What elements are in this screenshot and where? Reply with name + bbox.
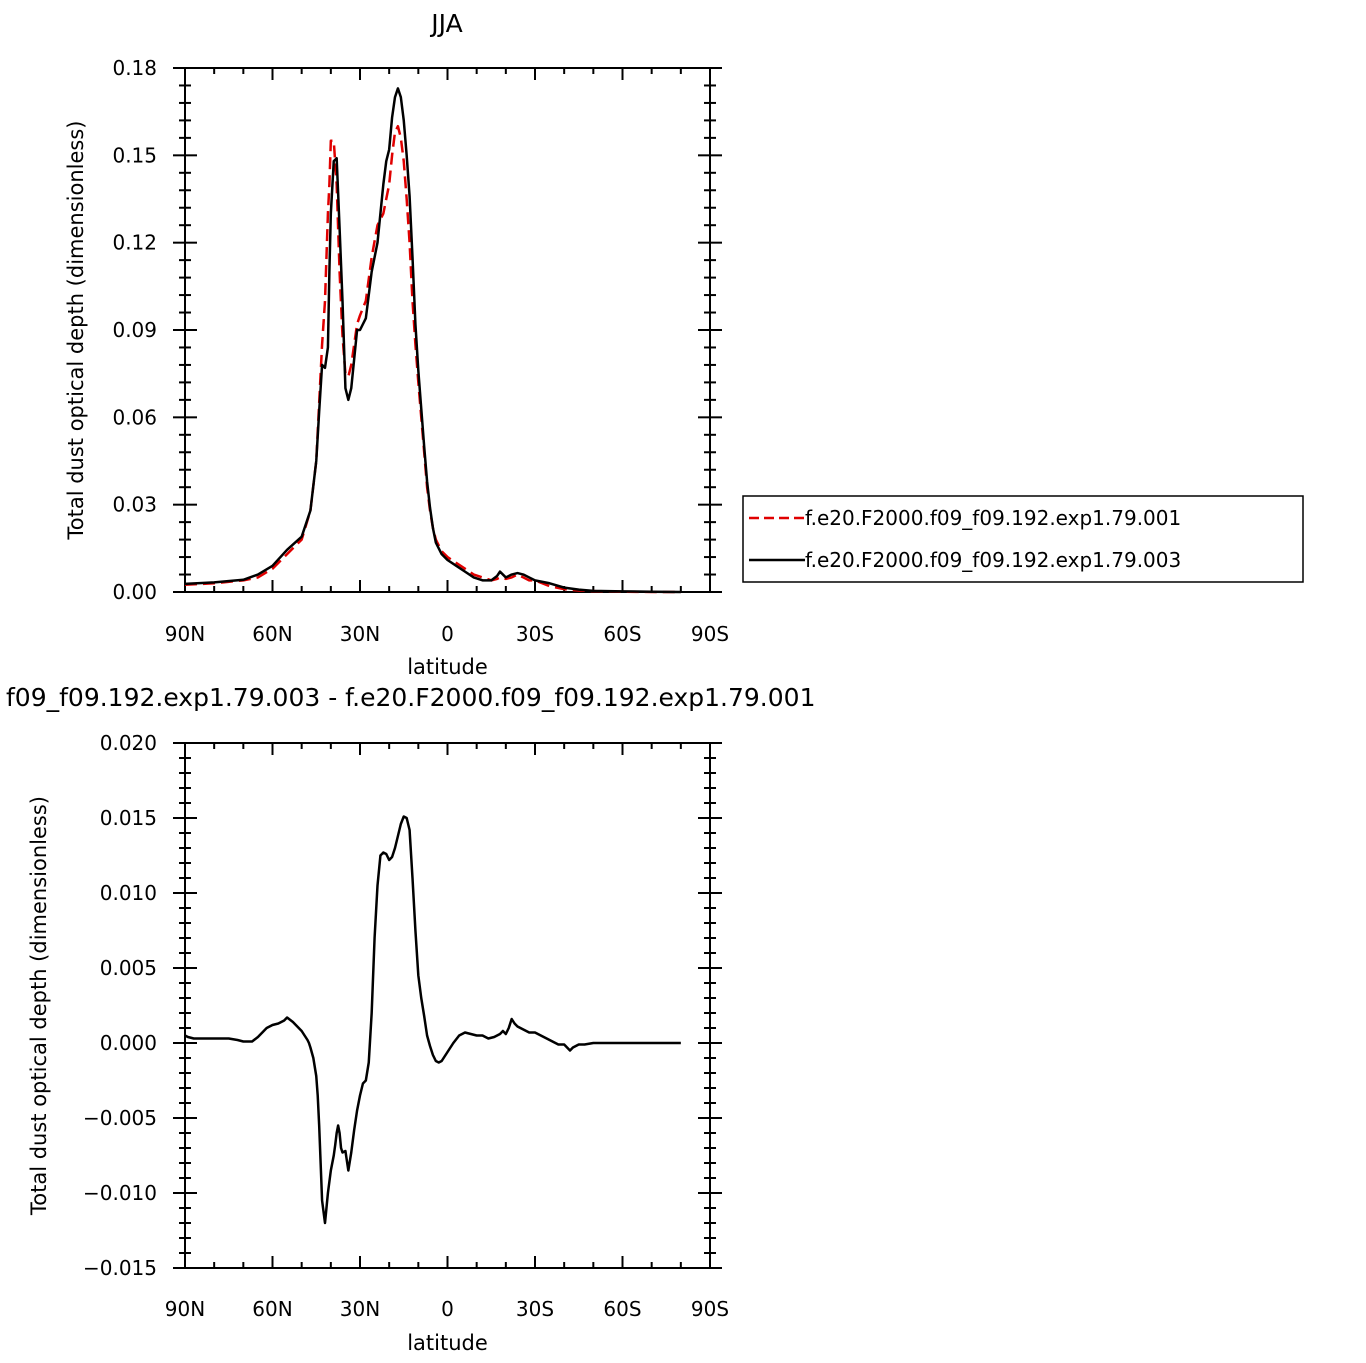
legend-label-1: f.e20.F2000.f09_f09.192.exp1.79.001 (805, 506, 1181, 530)
legend: f.e20.F2000.f09_f09.192.exp1.79.001 f.e20… (742, 495, 1304, 583)
y-tick-label: −0.005 (83, 1106, 157, 1130)
series-line-1 (184, 124, 681, 594)
x-tick-label: 90S (691, 1297, 729, 1321)
x-tick-label: 90N (165, 1297, 205, 1321)
chart-title: JJA (429, 9, 462, 38)
y-axis-label: Total dust optical depth (dimensionless) (64, 121, 88, 541)
x-tick-label: 0 (441, 1297, 454, 1321)
series-line-2 (184, 87, 681, 594)
y-tick-label: 0.15 (112, 143, 157, 167)
y-axis-label: Total dust optical depth (dimensionless) (27, 796, 51, 1216)
y-tick-label: −0.010 (83, 1181, 157, 1205)
legend-box (742, 495, 1304, 583)
x-tick-label: 30N (340, 1297, 380, 1321)
x-tick-label: 30S (516, 622, 554, 646)
y-tick-label: 0.005 (100, 956, 157, 980)
y-tick-label: 0.015 (100, 806, 157, 830)
x-tick-label: 60S (603, 622, 641, 646)
x-tick-label: 30S (516, 1297, 554, 1321)
legend-label-2: f.e20.F2000.f09_f09.192.exp1.79.003 (805, 548, 1181, 572)
y-tick-label: 0.18 (112, 56, 157, 80)
y-tick-label: 0.000 (100, 1031, 157, 1055)
x-axis-label: latitude (407, 1331, 488, 1355)
series-line-1 (184, 815, 681, 1225)
y-tick-label: −0.015 (83, 1256, 157, 1280)
y-tick-label: 0.020 (100, 731, 157, 755)
x-tick-label: 90N (165, 622, 205, 646)
chart-title: f09_f09.192.exp1.79.003 - f.e20.F2000.f0… (6, 683, 815, 712)
y-tick-label: 0.00 (112, 580, 157, 604)
y-tick-label: 0.03 (112, 493, 157, 517)
y-tick-label: 0.010 (100, 881, 157, 905)
chart-2: f09_f09.192.exp1.79.003 - f.e20.F2000.f0… (6, 683, 815, 1355)
chart-1: JJA 90N 60N 30N 0 30S 60S 90S 0.00 0.03 0.06 0.09 0.… (64, 9, 1304, 679)
x-tick-label: 60S (603, 1297, 641, 1321)
y-tick-label: 0.06 (112, 405, 157, 429)
y-tick-label: 0.12 (112, 231, 157, 255)
x-tick-label: 30N (340, 622, 380, 646)
y-tick-label: 0.09 (112, 318, 157, 342)
x-tick-label: 60N (252, 1297, 292, 1321)
plot-frame (184, 67, 711, 593)
x-axis-label: latitude (407, 655, 488, 679)
x-tick-label: 60N (252, 622, 292, 646)
plot-frame (184, 742, 711, 1269)
x-tick-label: 0 (441, 622, 454, 646)
x-tick-label: 90S (691, 622, 729, 646)
